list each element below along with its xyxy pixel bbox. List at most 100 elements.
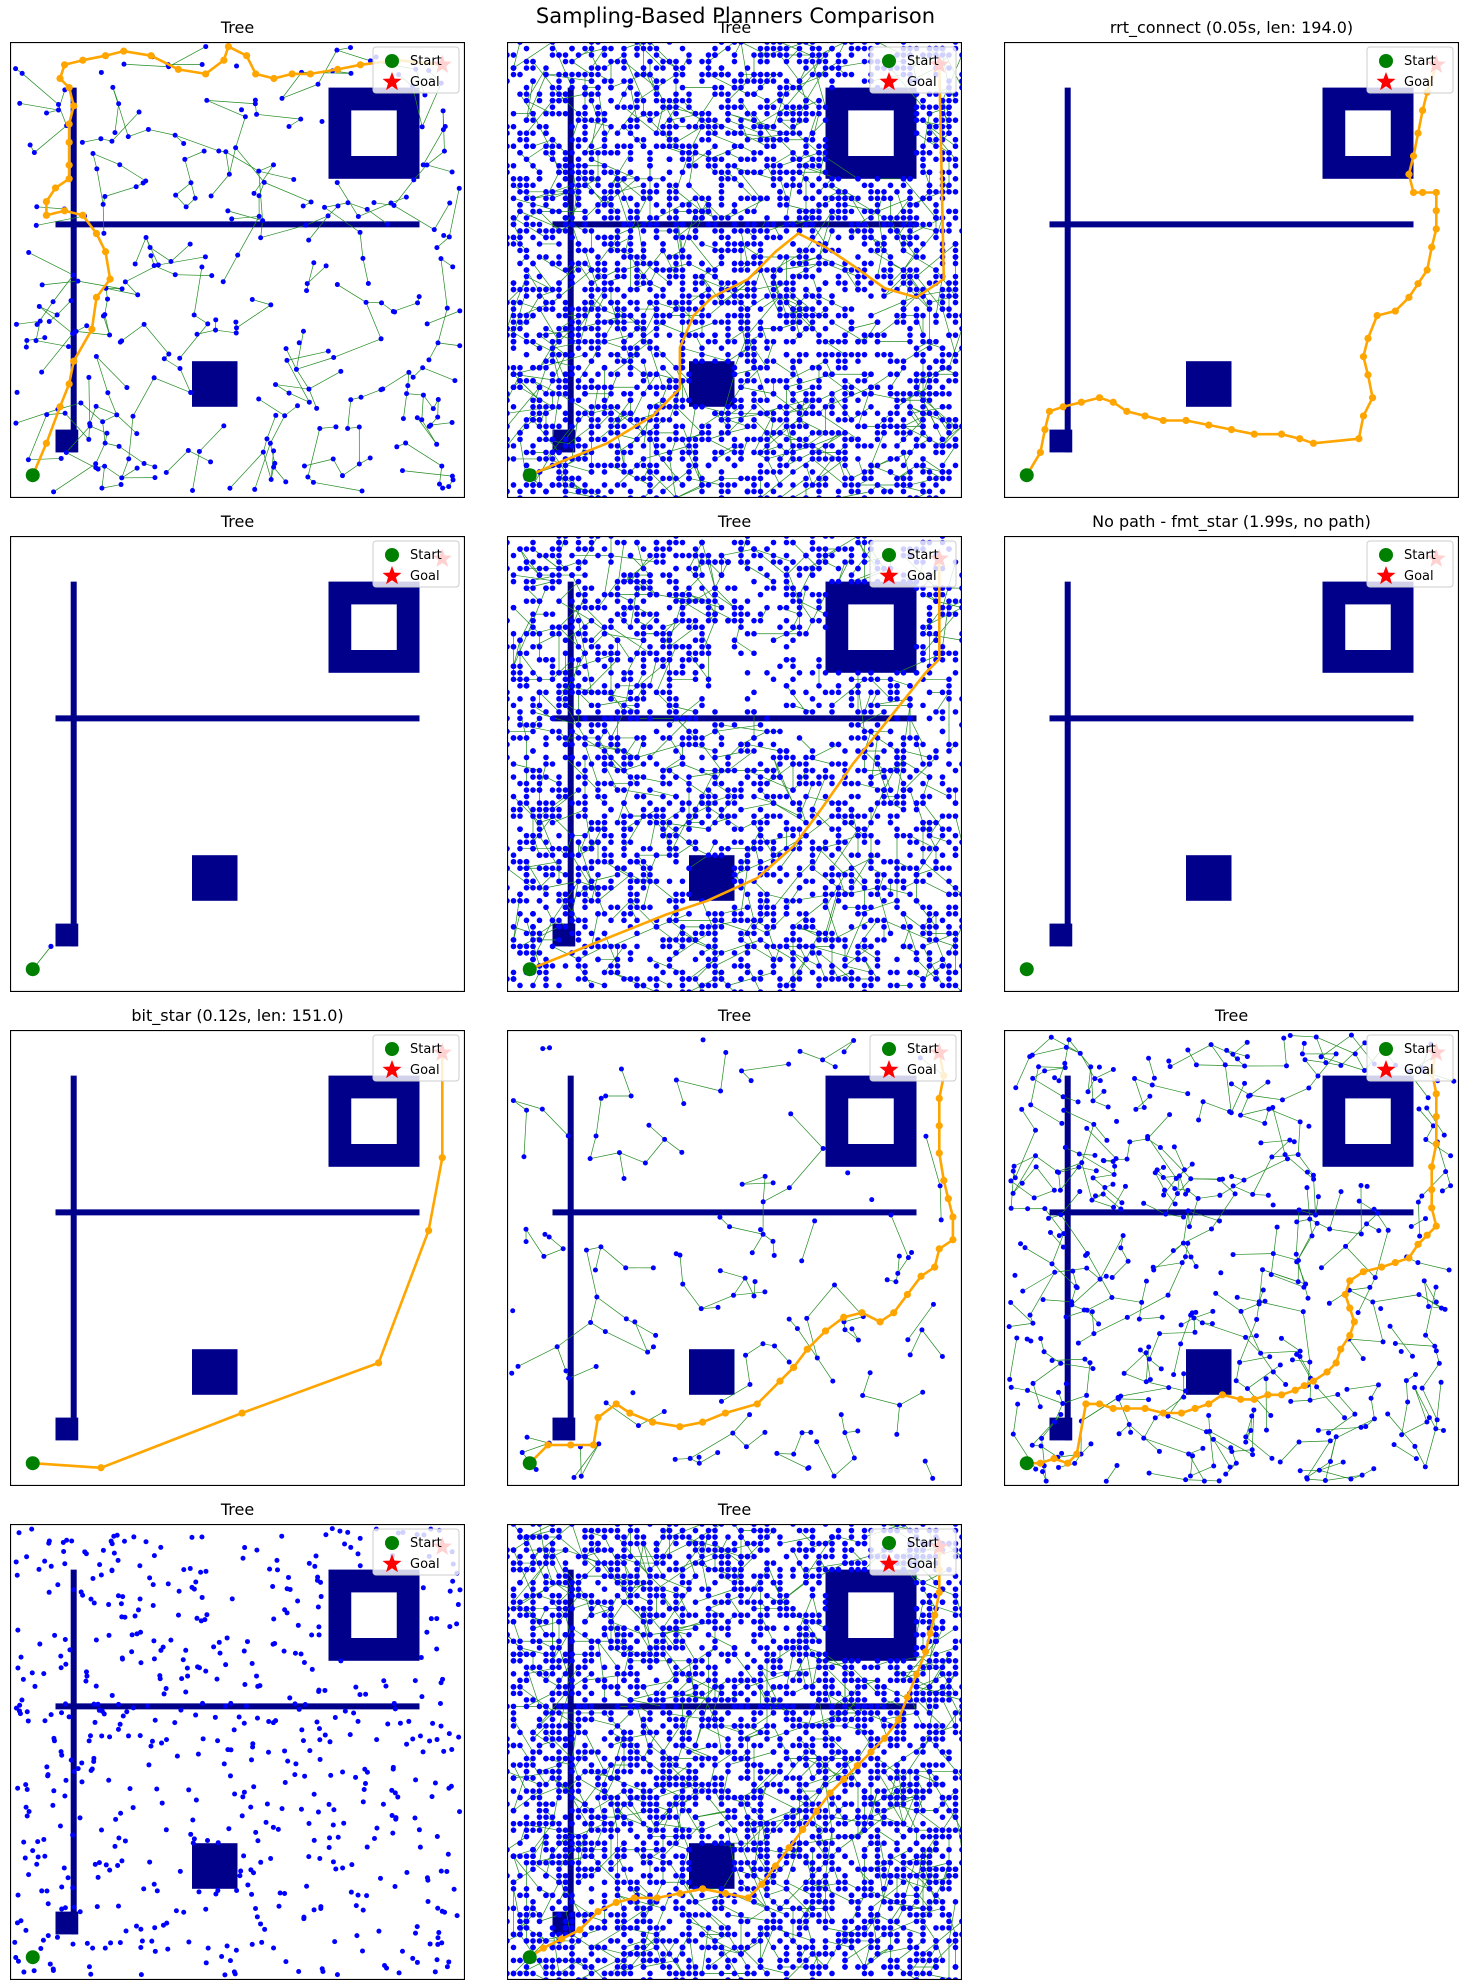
tree-node: [784, 46, 790, 52]
tree-node: [693, 287, 699, 293]
tree-node: [654, 183, 660, 189]
tree-node: [576, 326, 582, 332]
tree-node: [790, 85, 796, 91]
tree-node: [569, 137, 575, 143]
tree-node: [706, 72, 712, 78]
tree-node: [569, 222, 575, 228]
tree-node: [403, 441, 408, 446]
tree-node: [953, 378, 959, 384]
tree-node: [537, 274, 543, 280]
tree-edge: [431, 423, 452, 426]
tree-edge: [741, 101, 754, 121]
tree-node: [107, 332, 112, 337]
tree-node: [868, 463, 874, 469]
tree-node: [933, 235, 939, 241]
tree-node: [686, 143, 692, 149]
tree-node: [227, 486, 232, 491]
tree-node: [680, 248, 686, 254]
tree-node: [946, 352, 952, 358]
tree-node: [823, 306, 829, 312]
tree-node: [803, 443, 809, 449]
tree-node: [168, 259, 173, 264]
tree-node: [738, 196, 744, 202]
tree-edge: [891, 368, 904, 388]
tree-node: [940, 469, 946, 475]
tree-node: [686, 300, 692, 306]
tree-edge: [533, 634, 559, 647]
tree-node: [595, 326, 601, 332]
tree-node: [836, 176, 842, 182]
tree-node: [32, 150, 37, 155]
tree-node: [790, 287, 796, 293]
tree-node: [751, 52, 757, 58]
tree-node: [816, 300, 822, 306]
tree-node: [777, 189, 783, 195]
tree-node: [732, 176, 738, 182]
tree-node: [537, 306, 543, 312]
tree-edge: [394, 180, 414, 206]
tree-edge: [122, 468, 137, 478]
tree-node: [719, 91, 725, 97]
tree-node: [621, 463, 627, 469]
tree-edge: [438, 308, 447, 343]
tree-node: [680, 424, 686, 430]
tree-node: [764, 365, 770, 371]
tree-node: [673, 104, 679, 110]
tree-node: [628, 489, 634, 495]
tree-node: [582, 228, 588, 234]
tree-node: [667, 196, 673, 202]
tree-edge: [171, 244, 190, 261]
tree-node: [517, 261, 523, 267]
tree-node: [712, 117, 718, 123]
tree-node: [550, 46, 556, 52]
tree-edge: [904, 433, 924, 466]
tree-node: [628, 300, 634, 306]
tree-node: [803, 391, 809, 397]
tree-node: [550, 287, 556, 293]
tree-node: [450, 169, 455, 174]
tree-node: [816, 293, 822, 299]
tree-edge: [728, 198, 767, 218]
tree-node: [569, 46, 575, 52]
tree-node: [595, 117, 601, 123]
tree-node: [634, 352, 640, 358]
tree-node: [628, 241, 634, 247]
tree-node: [441, 233, 446, 238]
tree-node: [120, 286, 125, 291]
tree-node: [634, 46, 640, 52]
tree-node: [641, 241, 647, 247]
tree-node: [615, 183, 621, 189]
tree-node: [693, 358, 699, 364]
tree-node: [953, 319, 959, 325]
tree-node: [771, 293, 777, 299]
tree-node: [829, 443, 835, 449]
tree-edge: [334, 339, 381, 358]
tree-node: [953, 156, 959, 162]
tree-edge: [337, 50, 371, 61]
tree-node: [771, 156, 777, 162]
tree-node: [829, 352, 835, 358]
obstacle-ring-hole: [848, 110, 894, 156]
tree-node: [868, 189, 874, 195]
tree-edge: [57, 301, 71, 315]
tree-node: [706, 424, 712, 430]
tree-node: [66, 344, 71, 349]
tree-node: [725, 169, 731, 175]
tree-node: [894, 235, 900, 241]
tree-node: [745, 371, 751, 377]
tree-node: [118, 340, 123, 345]
tree-node: [927, 345, 933, 351]
tree-edge: [129, 416, 133, 459]
tree-node: [699, 111, 705, 117]
tree-node: [99, 70, 104, 75]
tree-node: [738, 319, 744, 325]
tree-edge: [166, 451, 188, 473]
tree-edge: [93, 154, 120, 165]
tree-node: [608, 430, 614, 436]
tree-node: [628, 235, 634, 241]
tree-node: [667, 313, 673, 319]
tree-node: [706, 209, 712, 215]
tree-node: [751, 241, 757, 247]
tree-node: [142, 322, 147, 327]
